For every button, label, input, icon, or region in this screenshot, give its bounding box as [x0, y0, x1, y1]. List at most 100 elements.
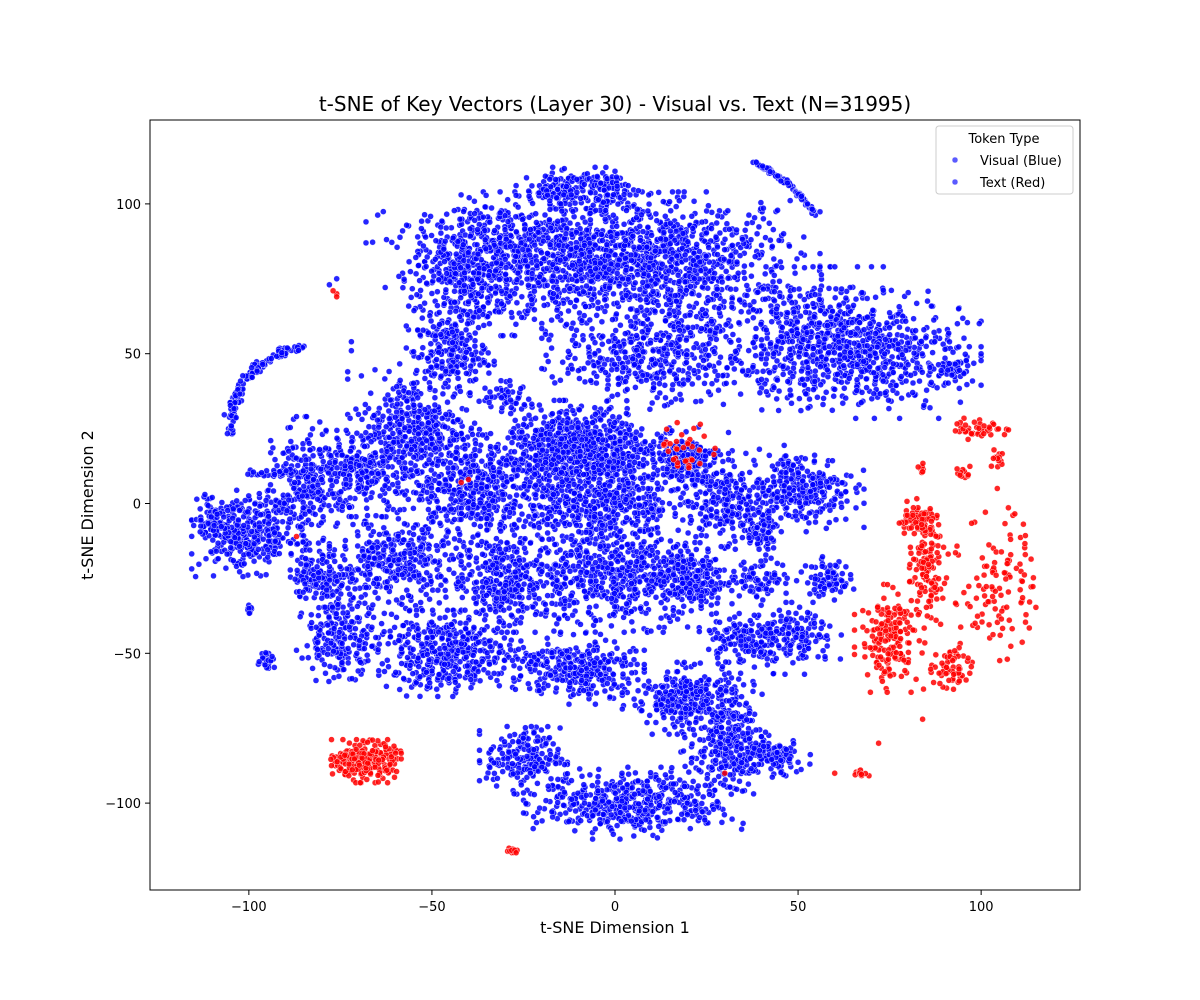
visual-point: [692, 398, 699, 405]
visual-point: [581, 181, 588, 188]
visual-point: [615, 355, 622, 362]
visual-point: [362, 401, 369, 408]
visual-point: [412, 489, 420, 497]
visual-point: [916, 377, 923, 385]
visual-point: [935, 415, 942, 422]
visual-point: [520, 421, 527, 428]
visual-point: [454, 525, 462, 532]
visual-point: [712, 234, 720, 241]
visual-point: [913, 300, 920, 307]
visual-point: [536, 401, 543, 409]
visual-point: [912, 327, 919, 334]
visual-point: [477, 515, 485, 522]
visual-point: [439, 415, 446, 422]
visual-point: [627, 305, 634, 313]
visual-point: [525, 412, 533, 419]
visual-point: [741, 301, 749, 308]
visual-point: [487, 490, 494, 497]
visual-point: [804, 404, 812, 412]
visual-point: [478, 458, 485, 465]
visual-point: [421, 300, 428, 307]
visual-point: [631, 292, 639, 299]
visual-point: [601, 308, 609, 315]
visual-point: [396, 421, 403, 428]
visual-point: [665, 334, 672, 341]
visual-point: [780, 371, 787, 378]
visual-point: [423, 280, 430, 287]
visual-point: [508, 309, 515, 316]
visual-point: [622, 354, 629, 361]
visual-point: [362, 409, 369, 416]
visual-point: [581, 312, 588, 319]
visual-point: [963, 381, 971, 388]
visual-point: [770, 350, 777, 357]
visual-point: [741, 262, 748, 270]
visual-point: [452, 307, 459, 315]
visual-point: [648, 232, 655, 239]
visual-point: [763, 355, 770, 363]
visual-point: [690, 367, 698, 374]
visual-point: [435, 486, 442, 493]
visual-point: [476, 307, 483, 314]
visual-point: [723, 268, 730, 275]
visual-point: [816, 296, 823, 303]
visual-point: [666, 310, 673, 318]
visual-point: [495, 308, 503, 316]
visual-point: [744, 317, 751, 325]
visual-point: [870, 390, 877, 397]
visual-point: [770, 384, 778, 391]
visual-point: [501, 444, 509, 452]
visual-point: [593, 379, 600, 387]
visual-point: [627, 338, 635, 346]
visual-point: [811, 291, 819, 298]
visual-point: [758, 406, 765, 414]
visual-point: [910, 315, 917, 322]
visual-point: [804, 303, 811, 310]
visual-point: [422, 429, 430, 437]
visual-point: [783, 319, 790, 326]
visual-point: [888, 287, 895, 294]
visual-point: [475, 324, 482, 331]
visual-point: [812, 367, 819, 375]
visual-point: [890, 369, 897, 376]
visual-point: [807, 334, 815, 341]
visual-point: [795, 285, 803, 293]
visual-point: [831, 349, 838, 356]
visual-point: [827, 313, 835, 320]
visual-point: [428, 290, 436, 297]
visual-point: [853, 387, 860, 394]
visual-point: [673, 203, 680, 210]
visual-point: [695, 292, 703, 299]
visual-point: [817, 363, 824, 370]
visual-point: [731, 274, 738, 281]
visual-point: [652, 210, 660, 218]
visual-point: [548, 344, 555, 352]
visual-point: [346, 415, 354, 422]
visual-point: [415, 482, 423, 489]
visual-point: [696, 248, 703, 255]
visual-point: [419, 327, 427, 334]
visual-point: [881, 350, 888, 358]
visual-point: [794, 330, 801, 337]
visual-point: [615, 381, 622, 388]
visual-point: [511, 332, 518, 339]
visual-point: [554, 186, 561, 193]
visual-point: [457, 294, 464, 301]
visual-point: [704, 285, 711, 292]
visual-point: [620, 191, 628, 198]
visual-point: [815, 338, 823, 345]
visual-point: [665, 296, 673, 303]
visual-point: [620, 364, 627, 371]
visual-point: [660, 345, 668, 352]
visual-point: [442, 380, 449, 387]
visual-point: [748, 273, 755, 280]
visual-point: [918, 338, 925, 345]
visual-point: [447, 459, 454, 466]
visual-point: [832, 285, 840, 293]
visual-point: [710, 275, 717, 282]
visual-point: [774, 376, 781, 384]
visual-point: [843, 343, 850, 350]
visual-point: [464, 504, 472, 512]
visual-point: [880, 287, 887, 294]
